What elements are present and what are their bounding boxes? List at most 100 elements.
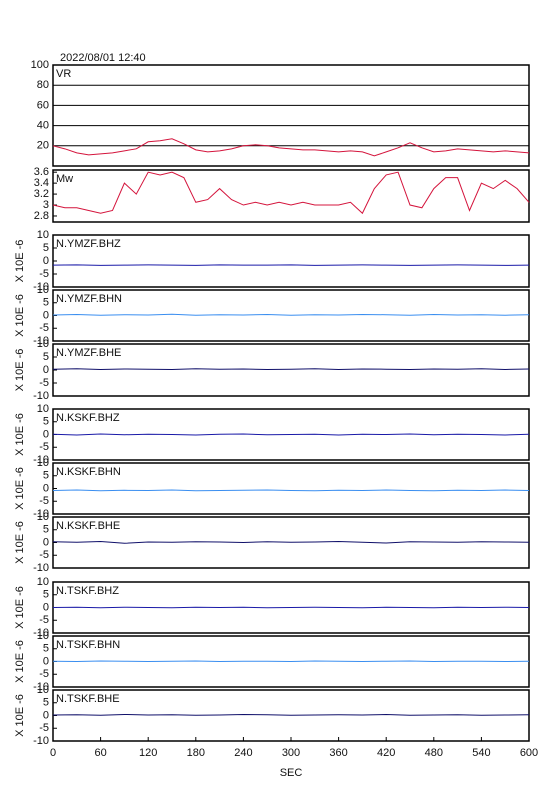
y-tick-label: 0 (43, 655, 49, 667)
y-tick-label: 10 (37, 284, 49, 296)
chart-title: 2022/08/01 12:40 (60, 52, 146, 64)
y-tick-label: 10 (37, 630, 49, 642)
panel-frame (52, 64, 530, 167)
panel-label: N.TSKF.BHZ (56, 585, 119, 597)
y-tick-label: 0 (43, 364, 49, 376)
y-tick-label: -5 (39, 722, 49, 734)
y-tick-label: -5 (39, 377, 49, 389)
series-line (52, 713, 530, 716)
x-tick-label: 420 (377, 747, 395, 759)
y-tick-label: 10 (37, 511, 49, 523)
x-tick-label: 120 (139, 747, 157, 759)
y-tick-label: 5 (43, 589, 49, 601)
x-tick-label: 540 (472, 747, 490, 759)
y-tick-label: 10 (37, 338, 49, 350)
y-tick-label: 0 (43, 709, 49, 721)
panel-label: N.KSKF.BHN (56, 466, 121, 478)
series-line (52, 171, 530, 215)
x-tick-label: 60 (94, 747, 106, 759)
y-tick-label: 5 (43, 643, 49, 655)
y-tick-label: -10 (33, 735, 49, 747)
y-tick-label: 2.8 (34, 210, 49, 222)
y-tick-label: 5 (43, 242, 49, 254)
x-tick-label: 300 (282, 747, 300, 759)
y-axis-label: X 10E -6 (14, 586, 26, 629)
y-tick-label: 5 (43, 697, 49, 709)
series-line (52, 368, 530, 370)
y-tick-label: 0 (43, 255, 49, 267)
y-tick-label: 3.6 (34, 166, 49, 178)
y-tick-label: -10 (33, 281, 49, 293)
series-line (52, 313, 530, 316)
x-tick-label: 480 (425, 747, 443, 759)
x-tick-label: 360 (329, 747, 347, 759)
y-tick-label: 5 (43, 470, 49, 482)
series-line (52, 660, 530, 663)
y-tick-label: -5 (39, 268, 49, 280)
y-tick-label: 60 (37, 99, 49, 111)
y-tick-label: -10 (33, 627, 49, 639)
y-tick-label: -10 (33, 390, 49, 402)
y-tick-label: 40 (37, 120, 49, 132)
series-line (52, 606, 530, 609)
x-tick-label: 180 (187, 747, 205, 759)
y-tick-label: -5 (39, 549, 49, 561)
y-tick-label: 3 (43, 199, 49, 211)
y-tick-label: -5 (39, 495, 49, 507)
y-tick-label: -5 (39, 441, 49, 453)
y-tick-label: 100 (31, 59, 49, 71)
panel-label: Mw (56, 173, 73, 185)
y-tick-label: -10 (33, 335, 49, 347)
y-axis-label: X 10E -6 (14, 521, 26, 564)
y-tick-label: -10 (33, 562, 49, 574)
y-axis-label: X 10E -6 (14, 640, 26, 683)
y-tick-label: -10 (33, 508, 49, 520)
panel-label: N.YMZF.BHN (56, 293, 122, 305)
panel-frame (52, 516, 530, 569)
y-axis-label: X 10E -6 (14, 349, 26, 392)
y-tick-label: 10 (37, 576, 49, 588)
y-tick-label: -10 (33, 454, 49, 466)
y-tick-label: 0 (43, 536, 49, 548)
x-tick-label: 240 (234, 747, 252, 759)
y-axis-label: X 10E -6 (14, 413, 26, 456)
y-tick-label: 3.2 (34, 188, 49, 200)
x-tick-label: 600 (520, 747, 538, 759)
panel-label: N.KSKF.BHE (56, 520, 120, 532)
y-tick-label: 10 (37, 457, 49, 469)
panel-label: N.YMZF.BHE (56, 347, 121, 359)
panel-frame (52, 169, 530, 223)
y-tick-label: 0 (43, 601, 49, 613)
y-axis-label: X 10E -6 (14, 467, 26, 510)
x-tick-label: 0 (50, 747, 56, 759)
series-line (52, 138, 530, 157)
y-tick-label: -5 (39, 322, 49, 334)
y-tick-label: 0 (43, 428, 49, 440)
panel-label: VR (56, 68, 71, 80)
y-axis-label: X 10E -6 (14, 694, 26, 737)
y-tick-label: 0 (43, 309, 49, 321)
y-tick-label: 10 (37, 403, 49, 415)
series-line (52, 540, 530, 544)
panel-label: N.YMZF.BHZ (56, 238, 121, 250)
panel-frame (52, 343, 530, 397)
y-tick-label: -10 (33, 681, 49, 693)
y-tick-label: 3.4 (34, 177, 49, 189)
y-tick-label: 5 (43, 351, 49, 363)
y-tick-label: 5 (43, 524, 49, 536)
y-axis-label: X 10E -6 (14, 294, 26, 337)
panel-label: N.TSKF.BHN (56, 639, 120, 651)
panel-label: N.KSKF.BHZ (56, 412, 120, 424)
y-tick-label: 5 (43, 297, 49, 309)
y-tick-label: -5 (39, 614, 49, 626)
series-line (52, 264, 530, 266)
series-line (52, 489, 530, 492)
panel-frame (52, 462, 530, 515)
y-tick-label: 5 (43, 416, 49, 428)
y-tick-label: 80 (37, 79, 49, 91)
y-tick-label: 10 (37, 229, 49, 241)
panel-label: N.TSKF.BHE (56, 693, 120, 705)
y-tick-label: 20 (37, 140, 49, 152)
y-tick-label: 0 (43, 482, 49, 494)
